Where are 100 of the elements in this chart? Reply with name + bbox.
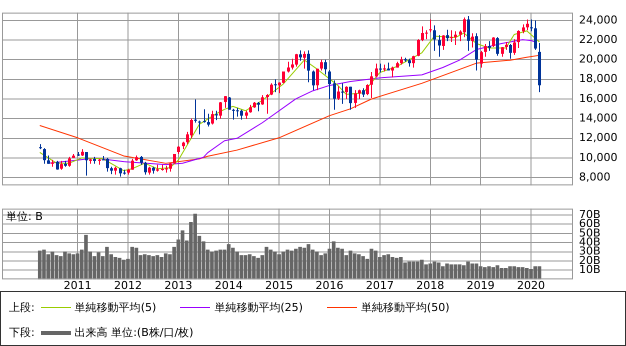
bar	[420, 260, 424, 280]
y-tick-label: 10,000	[579, 150, 618, 164]
x-tick-label: 2015	[265, 278, 294, 292]
bar	[67, 253, 72, 280]
bar	[290, 250, 294, 280]
bar	[244, 255, 248, 280]
bar	[474, 263, 478, 280]
bar	[38, 250, 42, 280]
bar	[454, 264, 458, 280]
bar	[374, 250, 378, 280]
bar	[122, 260, 126, 280]
candlestick	[454, 30, 457, 46]
bar	[487, 266, 491, 280]
bar	[348, 250, 352, 280]
candlestick	[232, 108, 235, 120]
candlestick	[203, 108, 206, 124]
candlestick	[526, 18, 529, 31]
bar	[298, 246, 302, 280]
bar	[390, 257, 394, 280]
y-tick-label: 22,000	[579, 32, 618, 46]
candlestick	[442, 34, 445, 50]
bar	[42, 250, 46, 280]
bar	[231, 248, 235, 280]
annotation: 単位: B	[6, 210, 43, 223]
bar	[538, 266, 542, 280]
candlestick	[471, 32, 474, 48]
candlestick	[354, 90, 357, 108]
bar	[214, 250, 218, 280]
candlestick	[375, 63, 378, 78]
bar	[256, 258, 260, 280]
bar	[114, 257, 118, 280]
y-tick-label: 10B	[579, 263, 601, 276]
candlestick	[207, 113, 210, 127]
candlestick	[307, 50, 310, 83]
bar	[470, 263, 474, 280]
candlestick	[228, 96, 231, 110]
candlestick	[421, 26, 424, 42]
candlestick	[463, 17, 466, 38]
bar	[156, 255, 160, 280]
candlestick	[337, 86, 340, 100]
legend-label: 出来高 単位:(B株/口/枚)	[74, 325, 194, 340]
bar	[436, 262, 440, 280]
candlestick	[68, 156, 71, 168]
bar	[394, 258, 398, 280]
bar	[226, 244, 231, 280]
candlestick	[324, 59, 327, 75]
candlestick	[295, 53, 298, 68]
bar	[118, 258, 122, 280]
candlestick	[446, 29, 449, 42]
bar	[424, 264, 428, 280]
candlestick	[282, 71, 285, 84]
candlestick	[450, 30, 453, 43]
bar	[210, 251, 214, 280]
candlestick	[43, 148, 46, 164]
bar	[352, 253, 357, 280]
bar	[445, 263, 449, 280]
bar	[294, 248, 298, 280]
candlestick	[328, 70, 331, 100]
bar	[105, 246, 109, 280]
bar	[315, 251, 319, 280]
bar	[50, 251, 54, 280]
candlestick	[379, 63, 382, 73]
candlestick	[488, 40, 491, 52]
candlestick	[467, 16, 470, 52]
bar	[357, 254, 361, 280]
candlestick	[349, 86, 352, 110]
bar	[142, 254, 147, 280]
candlestick	[303, 50, 306, 70]
bar	[412, 262, 416, 280]
candlestick	[480, 50, 483, 68]
bar	[147, 255, 151, 280]
candlestick	[215, 110, 218, 121]
bar	[84, 234, 88, 280]
x-tick-label: 2013	[164, 278, 192, 292]
candlestick	[475, 32, 478, 72]
candlestick	[484, 44, 487, 58]
bar	[193, 214, 197, 280]
legend-label: 単純移動平均(50)	[360, 300, 450, 315]
bar	[399, 257, 403, 280]
bar	[268, 250, 273, 280]
bar	[160, 257, 164, 280]
x-tick-label: 2011	[64, 278, 92, 292]
candlestick	[345, 86, 348, 100]
candlestick	[320, 59, 323, 72]
bar	[529, 268, 533, 280]
legend-label: 単純移動平均(5)	[74, 300, 156, 315]
bar	[273, 251, 277, 280]
bar	[218, 250, 222, 280]
candlestick	[270, 82, 273, 96]
bar	[76, 253, 80, 280]
candlestick	[85, 152, 88, 176]
bar	[432, 262, 436, 280]
candlestick	[417, 38, 420, 57]
bar	[72, 254, 76, 280]
candlestick	[492, 36, 495, 48]
bar	[277, 254, 281, 280]
y-tick-label: 24,000	[579, 13, 618, 26]
bar	[512, 266, 516, 280]
candlestick	[144, 161, 147, 176]
bar	[332, 241, 336, 280]
